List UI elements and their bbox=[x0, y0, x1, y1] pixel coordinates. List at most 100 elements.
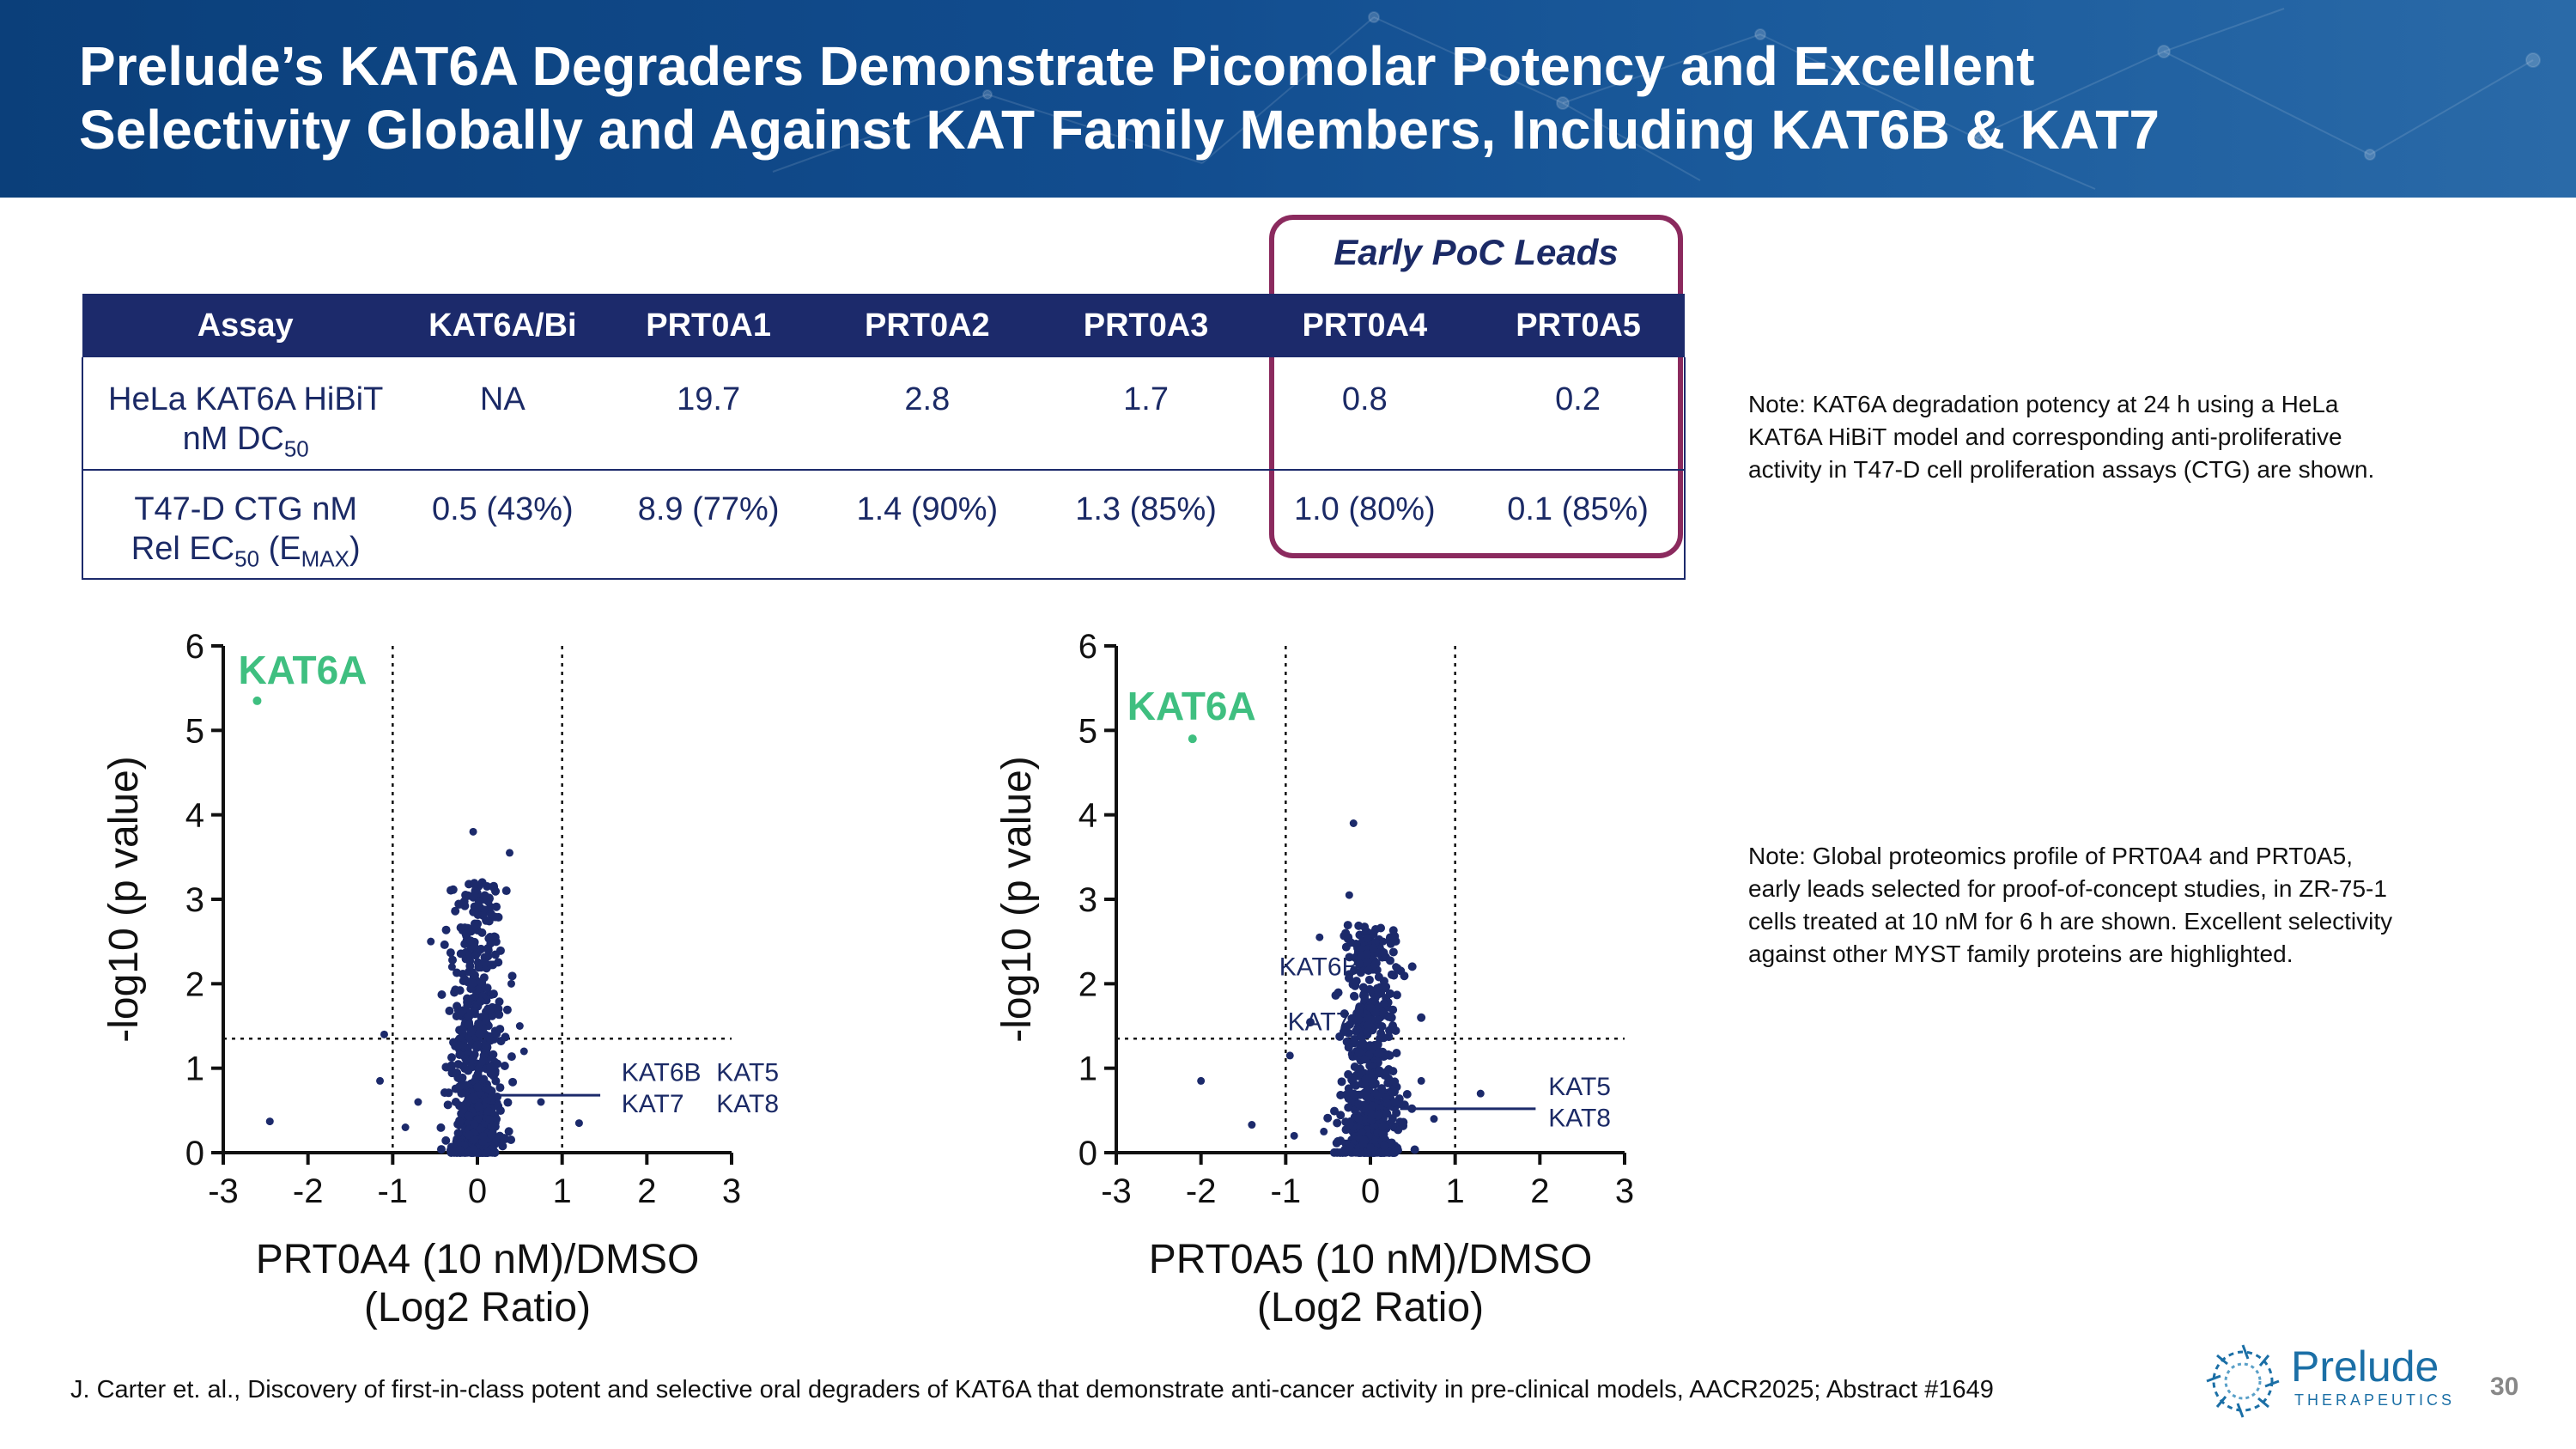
data-point bbox=[1382, 982, 1391, 991]
y-tick-label: 3 bbox=[185, 881, 204, 919]
y-tick-label: 6 bbox=[185, 628, 204, 666]
data-point bbox=[1248, 1121, 1256, 1129]
data-point bbox=[436, 1123, 446, 1132]
y-axis-label: -log10 (p value) bbox=[101, 756, 147, 1043]
data-point bbox=[471, 951, 480, 960]
data-point bbox=[1364, 965, 1373, 975]
data-point bbox=[1388, 1067, 1398, 1076]
data-point bbox=[1377, 1022, 1387, 1032]
data-point bbox=[1407, 962, 1417, 971]
col-header-kat6a-bi: KAT6A/Bi bbox=[408, 294, 598, 357]
x-tick-label: -2 bbox=[293, 1172, 324, 1210]
data-point bbox=[482, 916, 491, 925]
data-point bbox=[453, 968, 462, 977]
data-point bbox=[495, 1083, 505, 1093]
note-proteomics: Note: Global proteomics profile of PRT0A… bbox=[1748, 840, 2521, 971]
data-point bbox=[1385, 989, 1394, 999]
logo-subtitle: THERAPEUTICS bbox=[2294, 1391, 2456, 1409]
data-point bbox=[1345, 970, 1354, 979]
y-tick-label: 0 bbox=[1078, 1135, 1097, 1172]
data-point bbox=[1374, 972, 1383, 982]
data-point bbox=[1362, 1087, 1371, 1096]
page-title: Prelude’s KAT6A Degraders Demonstrate Pi… bbox=[79, 34, 2483, 161]
data-point bbox=[1387, 970, 1396, 979]
data-point bbox=[455, 1082, 465, 1092]
data-point bbox=[1392, 990, 1401, 1000]
table-row-hela: HeLa KAT6A HiBiT nM DC50 NA 19.7 2.8 1.7… bbox=[81, 357, 1686, 471]
y-tick-label: 2 bbox=[185, 965, 204, 1003]
data-point bbox=[479, 973, 489, 983]
early-poc-label: Early PoC Leads bbox=[1334, 232, 1619, 272]
data-point bbox=[495, 997, 504, 1007]
annotation-kat7: KAT7 bbox=[1288, 1008, 1351, 1036]
data-point bbox=[1402, 1089, 1412, 1099]
row-label-line-2: Rel EC bbox=[131, 530, 235, 567]
data-point bbox=[464, 1066, 473, 1075]
data-point bbox=[474, 897, 483, 906]
table-cell: 0.2 bbox=[1472, 357, 1686, 471]
data-point bbox=[508, 1077, 518, 1087]
data-point bbox=[455, 1050, 465, 1060]
data-point bbox=[474, 1064, 483, 1074]
data-point bbox=[1373, 1049, 1382, 1058]
data-point bbox=[1333, 1118, 1342, 1128]
data-point bbox=[1356, 968, 1365, 977]
data-point bbox=[1378, 1122, 1388, 1131]
data-point bbox=[1389, 1087, 1399, 1097]
table-cell: 1.7 bbox=[1034, 357, 1258, 471]
data-point bbox=[507, 971, 517, 981]
row-label-subscript: 50 bbox=[283, 435, 309, 462]
logo-name: Prelude bbox=[2291, 1342, 2439, 1391]
x-axis-label-line-2: (Log2 Ratio) bbox=[1257, 1285, 1484, 1330]
y-tick-label: 5 bbox=[1078, 712, 1097, 750]
row-label-subscript-max: MAX bbox=[301, 545, 349, 572]
data-point bbox=[489, 989, 498, 999]
data-point bbox=[1350, 992, 1359, 1002]
data-point bbox=[1341, 1090, 1351, 1099]
data-point bbox=[1380, 1142, 1389, 1151]
data-point bbox=[447, 963, 456, 971]
data-point bbox=[436, 1145, 446, 1154]
x-tick-label: 2 bbox=[1530, 1172, 1549, 1210]
data-point bbox=[470, 1007, 479, 1016]
data-point bbox=[455, 1145, 465, 1154]
data-point bbox=[1352, 977, 1361, 986]
data-point bbox=[1336, 1136, 1346, 1146]
data-point bbox=[1374, 1014, 1383, 1024]
data-point bbox=[500, 1134, 509, 1143]
kat6a-point bbox=[1188, 734, 1197, 744]
data-point bbox=[465, 1012, 474, 1021]
data-point bbox=[1349, 1089, 1358, 1099]
data-point bbox=[471, 886, 480, 896]
data-point bbox=[1285, 1051, 1294, 1060]
table-cell: 1.4 (90%) bbox=[819, 469, 1035, 581]
data-point bbox=[1354, 921, 1364, 930]
data-point bbox=[1476, 1089, 1485, 1098]
data-point bbox=[496, 1037, 506, 1046]
data-point bbox=[495, 1025, 505, 1034]
data-point bbox=[1368, 1078, 1377, 1087]
table-cell: NA bbox=[408, 357, 598, 471]
x-tick-label: -1 bbox=[1271, 1172, 1302, 1210]
data-point bbox=[1375, 1066, 1384, 1075]
data-point bbox=[467, 1056, 477, 1065]
data-point bbox=[1354, 1005, 1364, 1014]
data-point bbox=[502, 1005, 512, 1014]
x-tick-label: -1 bbox=[378, 1172, 409, 1210]
data-point bbox=[465, 1111, 474, 1121]
y-axis-label: -log10 (p value) bbox=[994, 756, 1040, 1043]
data-point bbox=[1323, 1113, 1333, 1123]
x-tick-label: 3 bbox=[722, 1172, 741, 1210]
annotation-kat6b: KAT6B bbox=[1279, 953, 1359, 982]
prelude-logo-icon bbox=[2206, 1344, 2280, 1418]
data-point bbox=[1334, 988, 1343, 997]
data-point bbox=[465, 1020, 474, 1030]
data-point bbox=[441, 925, 451, 935]
data-point bbox=[505, 849, 513, 857]
data-point bbox=[1339, 1027, 1348, 1037]
data-point bbox=[465, 880, 474, 889]
data-point bbox=[474, 1103, 483, 1112]
data-point bbox=[376, 1076, 385, 1085]
data-point bbox=[1315, 933, 1324, 941]
data-point bbox=[507, 1052, 516, 1062]
